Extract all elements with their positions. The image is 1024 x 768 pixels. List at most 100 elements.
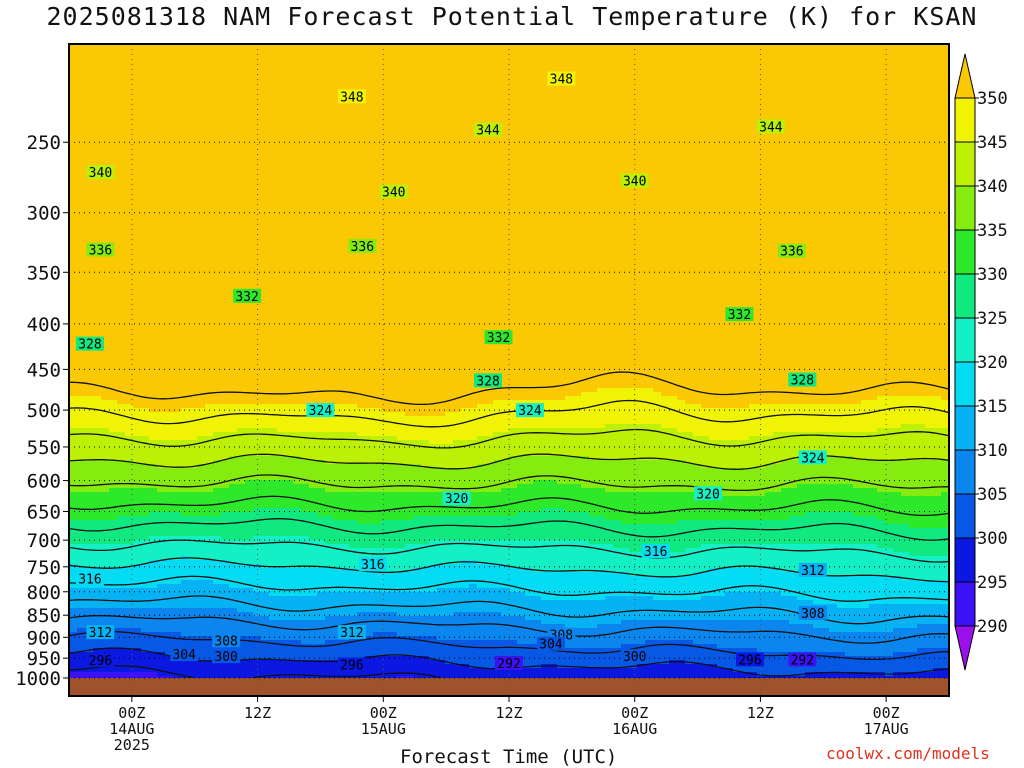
band-cell — [277, 44, 285, 404]
band-cell — [877, 656, 885, 672]
band-cell — [389, 572, 397, 592]
band-cell — [557, 484, 565, 508]
band-cell — [333, 592, 341, 616]
band-cell — [149, 44, 157, 412]
band-cell — [301, 484, 309, 512]
contour-label: 336 — [351, 240, 374, 255]
band-cell — [493, 540, 501, 564]
band-cell — [549, 572, 557, 600]
band-cell — [325, 432, 333, 464]
band-cell — [693, 620, 701, 644]
band-cell — [701, 436, 709, 468]
band-cell — [421, 616, 429, 636]
band-cell — [165, 44, 173, 412]
band-cell — [205, 436, 213, 464]
band-cell — [429, 540, 437, 564]
band-cell — [573, 428, 581, 456]
band-cell — [773, 544, 781, 568]
band-cell — [373, 632, 381, 656]
contour-label-group: 332 — [725, 307, 754, 323]
band-cell — [573, 648, 581, 668]
band-cell — [901, 44, 909, 396]
band-cell — [229, 564, 237, 588]
band-cell — [637, 596, 645, 620]
band-cell — [165, 440, 173, 468]
band-cell — [421, 568, 429, 592]
band-cell — [749, 620, 757, 648]
band-cell — [285, 456, 293, 480]
band-cell — [573, 484, 581, 512]
band-cell — [805, 512, 813, 544]
band-cell — [221, 512, 229, 540]
band-cell — [269, 640, 277, 660]
band-cell — [141, 652, 149, 672]
band-cell — [917, 648, 925, 672]
band-cell — [357, 572, 365, 592]
band-cell — [709, 544, 717, 568]
band-cell — [69, 632, 77, 652]
band-cell — [637, 44, 645, 388]
band-cell — [181, 44, 189, 408]
band-cell — [645, 388, 653, 424]
band-cell — [765, 568, 773, 592]
band-cell — [245, 540, 253, 564]
contour-label: 320 — [696, 487, 719, 502]
band-cell — [357, 408, 365, 436]
band-cell — [837, 456, 845, 484]
band-cell — [885, 44, 893, 396]
band-cell — [165, 608, 173, 632]
band-cell — [693, 520, 701, 548]
contour-label-bg — [170, 647, 199, 662]
band-cell — [741, 44, 749, 408]
band-cell — [837, 432, 845, 456]
band-cell — [181, 492, 189, 516]
y-tick-label: 650 — [27, 502, 61, 524]
band-cell — [925, 460, 933, 496]
colorbar-segment — [954, 317, 976, 363]
band-cell — [605, 572, 613, 596]
band-cell — [437, 588, 445, 616]
band-cell — [93, 520, 101, 544]
contour-label: 344 — [759, 120, 783, 135]
band-cell — [317, 568, 325, 592]
colorbar-segment — [954, 493, 976, 539]
band-cell — [533, 596, 541, 620]
contour-label-group: 348 — [337, 89, 366, 105]
band-cell — [717, 520, 725, 544]
band-cell — [941, 604, 949, 624]
band-cell — [213, 536, 221, 560]
band-cell — [877, 428, 885, 460]
band-cell — [589, 392, 597, 428]
band-cell — [277, 456, 285, 480]
contour-label: 324 — [309, 404, 333, 419]
band-cell — [757, 592, 765, 620]
band-cell — [813, 404, 821, 432]
band-cell — [205, 560, 213, 580]
band-cell — [373, 436, 381, 464]
band-cell — [917, 460, 925, 496]
band-cell — [365, 636, 373, 656]
band-cell — [693, 404, 701, 436]
band-cell — [605, 388, 613, 424]
band-cell — [861, 656, 869, 672]
band-cell — [69, 520, 77, 544]
band-cell — [285, 44, 293, 404]
contour-label-bg — [358, 557, 387, 572]
band-cell — [221, 44, 229, 404]
band-cell — [501, 616, 509, 640]
band-cell — [933, 580, 941, 604]
band-cell — [293, 44, 301, 404]
band-cell — [869, 488, 877, 516]
band-cell — [917, 44, 925, 396]
band-cell — [341, 44, 349, 404]
band-cell — [917, 624, 925, 648]
band-cell — [373, 572, 381, 592]
band-cell — [69, 44, 77, 396]
x-tick-label: 14AUG — [109, 720, 154, 738]
band-cell — [413, 544, 421, 568]
band-cell — [85, 396, 93, 428]
x-tick-label: 00Z — [873, 704, 900, 722]
band-cell — [525, 44, 533, 400]
band-cell — [277, 508, 285, 536]
band-cell — [101, 588, 109, 608]
